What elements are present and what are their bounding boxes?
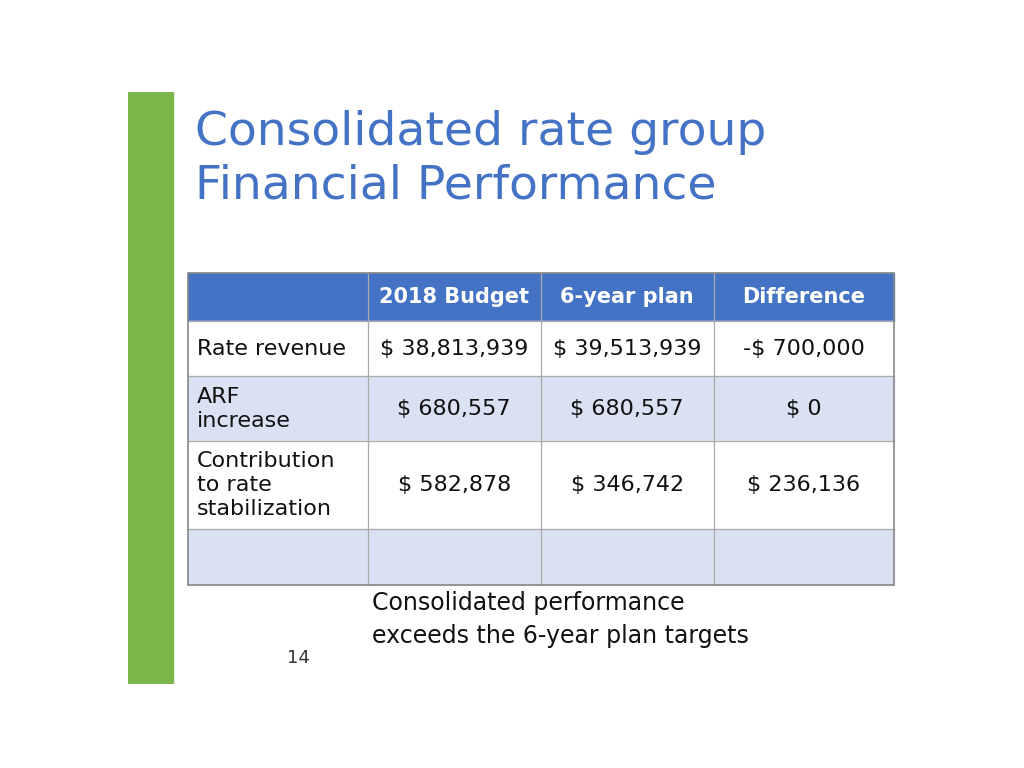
Text: 2018 Budget: 2018 Budget: [379, 286, 529, 306]
Text: ARF
increase: ARF increase: [197, 386, 291, 431]
Text: Rate revenue: Rate revenue: [197, 339, 346, 359]
Text: $ 38,813,939: $ 38,813,939: [380, 339, 528, 359]
Bar: [187, 528, 894, 584]
Text: -$ 700,000: -$ 700,000: [742, 339, 864, 359]
Bar: [187, 441, 894, 528]
Bar: [187, 273, 894, 584]
Text: $ 346,742: $ 346,742: [570, 475, 684, 495]
Bar: [128, 92, 173, 684]
Text: Consolidated rate group
Financial Performance: Consolidated rate group Financial Perfor…: [196, 110, 767, 209]
Text: $ 680,557: $ 680,557: [397, 399, 511, 419]
Text: 6-year plan: 6-year plan: [560, 286, 694, 306]
Text: $ 39,513,939: $ 39,513,939: [553, 339, 701, 359]
Bar: [187, 376, 894, 441]
Text: $ 582,878: $ 582,878: [397, 475, 511, 495]
Text: $ 236,136: $ 236,136: [748, 475, 860, 495]
Text: $ 0: $ 0: [786, 399, 821, 419]
Bar: [187, 321, 894, 376]
Text: Contribution
to rate
stabilization: Contribution to rate stabilization: [197, 451, 336, 519]
Text: 14: 14: [287, 649, 310, 667]
Text: $ 680,557: $ 680,557: [570, 399, 684, 419]
Text: Difference: Difference: [742, 286, 865, 306]
Bar: [187, 273, 894, 321]
Text: Consolidated performance
exceeds the 6-year plan targets: Consolidated performance exceeds the 6-y…: [372, 591, 749, 648]
